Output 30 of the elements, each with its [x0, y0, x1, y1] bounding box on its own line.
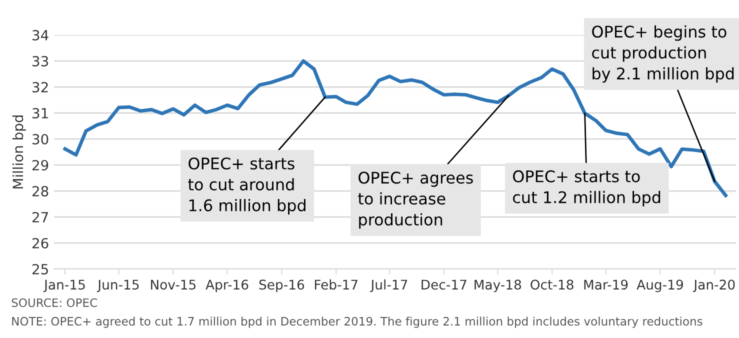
x-tick-label: Jul-17 — [370, 279, 408, 292]
annotation: OPEC+ starts to cut around 1.6 million bpd — [188, 157, 306, 214]
x-tick-label: Jan-15 — [43, 280, 85, 292]
text: NOTE: OPEC+ agreed to cut 1.7 million bpd in December 2019. The figure 2.1 million bpd includes voluntary reductions — [12, 316, 702, 328]
y-tick-label: 27 — [32, 212, 48, 222]
y-tick-label: 33 — [32, 56, 48, 66]
y-tick-label: 25 — [32, 264, 48, 274]
x-tick-label: Jun-15 — [96, 280, 139, 292]
y-tick-label: 26 — [32, 238, 48, 248]
x-tick-label: Nov-15 — [150, 280, 196, 290]
x-tick-label: Dec-17 — [422, 280, 466, 290]
y-tick-label: 34 — [32, 30, 48, 40]
annotation: OPEC+ begins to cut production by 2.1 million bpd — [592, 25, 734, 83]
annotation: OPEC+ starts to cut 1.2 million bpd — [513, 170, 660, 206]
annotation: OPEC+ agrees to increase production — [358, 172, 473, 229]
x-tick-label: Feb-17 — [314, 279, 358, 290]
source-note: SOURCE: OPEC — [12, 298, 97, 308]
x-tick-label: Aug-19 — [636, 280, 683, 292]
x-tick-label: Sep-16 — [259, 280, 304, 292]
x-tick-label: Mar-19 — [584, 280, 628, 290]
x-tick-label: Jan-20 — [693, 280, 735, 292]
x-tick-label: Oct-18 — [530, 280, 574, 290]
y-tick-label: 31 — [32, 108, 48, 118]
x-tick-label: Apr-16 — [206, 280, 248, 292]
y-tick-label: 30 — [32, 134, 48, 144]
y-tick-label: 32 — [32, 82, 48, 92]
y-axis-title: Million bpd — [12, 115, 26, 188]
x-tick-label: May-18 — [474, 280, 522, 292]
y-tick-label: 29 — [32, 160, 48, 170]
y-tick-label: 28 — [32, 186, 48, 196]
